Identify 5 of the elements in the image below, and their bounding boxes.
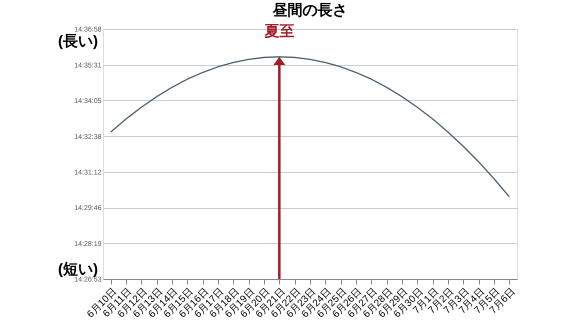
annotation: 夏至: [263, 22, 294, 40]
chart-title: 昼間の長さ: [272, 2, 348, 19]
line-series: [110, 56, 510, 198]
text: (長い): [58, 33, 98, 50]
text: (短い): [58, 261, 98, 278]
